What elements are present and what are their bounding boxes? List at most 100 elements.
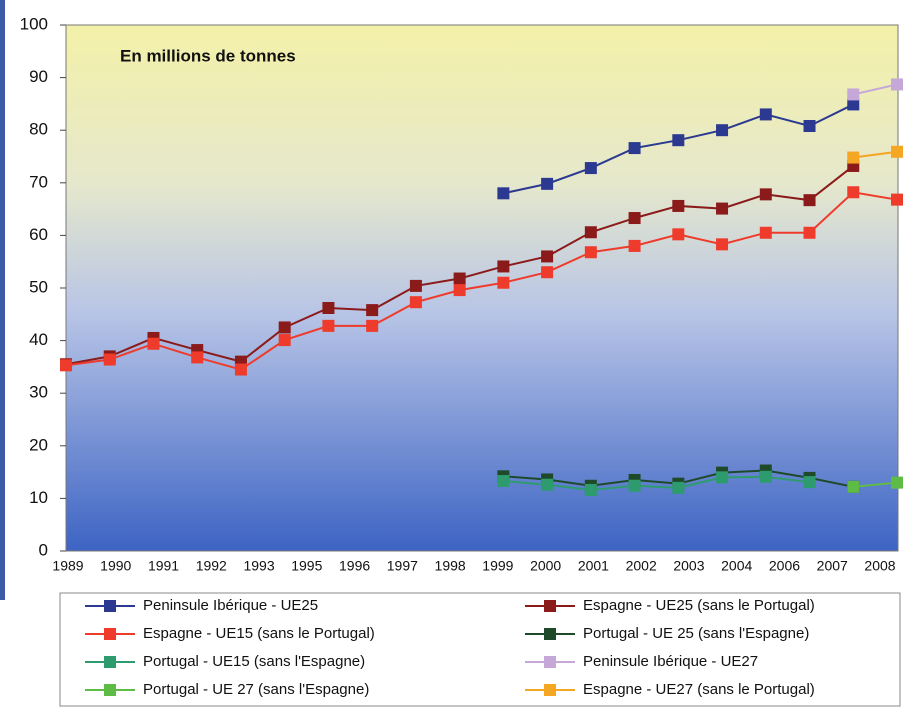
marker: [891, 145, 903, 158]
marker: [103, 353, 116, 366]
marker: [847, 480, 860, 493]
x-tick-label: 1991: [148, 558, 179, 574]
marker: [891, 78, 903, 91]
marker: [628, 479, 641, 492]
marker: [672, 481, 685, 494]
marker: [584, 246, 597, 259]
marker: [322, 319, 335, 332]
series-line: [853, 481, 898, 488]
x-tick-label: 2002: [626, 558, 657, 574]
legend-label: Espagne - UE27 (sans le Portugal): [583, 681, 815, 698]
x-tick-label: 1989: [52, 558, 83, 574]
marker: [628, 239, 641, 252]
legend-label: Espagne - UE25 (sans le Portugal): [583, 597, 815, 614]
marker: [541, 478, 554, 491]
y-tick-label: 0: [39, 540, 48, 559]
marker: [803, 119, 816, 132]
marker: [234, 363, 247, 376]
legend-marker: [544, 656, 556, 668]
series-line: [853, 150, 898, 159]
x-tick-label: 1999: [482, 558, 513, 574]
x-tick-label: 2000: [530, 558, 561, 574]
y-tick-label: 90: [29, 67, 48, 86]
legend-marker: [104, 656, 116, 668]
marker: [759, 470, 772, 483]
marker: [453, 272, 466, 285]
marker: [366, 319, 379, 332]
y-tick-label: 50: [29, 277, 48, 296]
marker: [672, 134, 685, 147]
y-tick-label: 80: [29, 120, 48, 139]
marker: [847, 98, 860, 111]
marker: [541, 250, 554, 263]
marker: [497, 260, 510, 273]
legend: [59, 592, 901, 707]
legend-label: Peninsule Ibérique - UE27: [583, 653, 758, 670]
legend-marker: [104, 628, 116, 640]
x-tick-label: 1998: [435, 558, 466, 574]
y-tick-label: 100: [20, 14, 48, 33]
marker: [803, 194, 816, 207]
legend-label: Portugal - UE15 (sans l'Espagne): [143, 653, 365, 670]
marker: [628, 142, 641, 155]
marker: [497, 187, 510, 200]
x-tick-label: 2004: [721, 558, 752, 574]
marker: [584, 483, 597, 496]
legend-marker: [544, 628, 556, 640]
x-tick-label: 1996: [339, 558, 370, 574]
marker: [278, 321, 291, 334]
marker: [759, 226, 772, 239]
marker: [716, 124, 729, 137]
marker: [147, 337, 160, 350]
marker: [716, 202, 729, 215]
legend-marker: [544, 684, 556, 696]
legend-label: Portugal - UE 25 (sans l'Espagne): [583, 625, 809, 642]
series-line: [65, 191, 898, 371]
marker: [497, 276, 510, 289]
x-tick-label: 1992: [196, 558, 227, 574]
marker: [672, 199, 685, 212]
y-tick-label: 20: [29, 435, 48, 454]
marker: [541, 177, 554, 190]
marker: [716, 238, 729, 251]
legend-marker: [104, 684, 116, 696]
x-tick-label: 1995: [291, 558, 322, 574]
marker: [584, 162, 597, 175]
marker: [847, 151, 860, 164]
x-tick-label: 2003: [673, 558, 704, 574]
marker: [847, 186, 860, 199]
marker: [322, 301, 335, 314]
side-strip: [0, 0, 5, 600]
marker: [759, 188, 772, 201]
y-tick-label: 30: [29, 383, 48, 402]
y-tick-label: 10: [29, 488, 48, 507]
marker: [672, 228, 685, 241]
marker: [891, 476, 903, 489]
marker: [541, 266, 554, 279]
marker: [891, 193, 903, 206]
marker: [847, 88, 860, 101]
legend-label: Portugal - UE 27 (sans l'Espagne): [143, 681, 369, 698]
marker: [409, 296, 422, 309]
marker: [191, 351, 204, 364]
x-tick-label: 2001: [578, 558, 609, 574]
legend-marker: [544, 600, 556, 612]
x-tick-label: 1997: [387, 558, 418, 574]
x-tick-label: 2006: [769, 558, 800, 574]
marker: [453, 284, 466, 297]
legend-label: Peninsule Ibérique - UE25: [143, 597, 318, 614]
x-tick-label: 2008: [864, 558, 895, 574]
series-line: [503, 475, 810, 491]
marker: [803, 476, 816, 489]
x-tick-label: 1990: [100, 558, 131, 574]
y-tick-label: 60: [29, 225, 48, 244]
marker: [759, 108, 772, 121]
plot-area: [65, 24, 899, 552]
y-tick-label: 40: [29, 330, 48, 349]
marker: [278, 334, 291, 347]
marker: [803, 226, 816, 239]
y-tick-label: 70: [29, 172, 48, 191]
series-line: [853, 83, 898, 96]
marker: [716, 471, 729, 484]
